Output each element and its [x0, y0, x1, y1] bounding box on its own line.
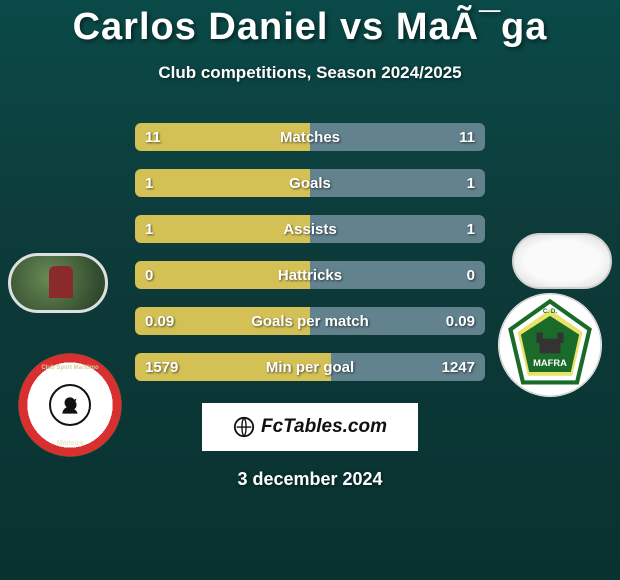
- stat-row: 1 Assists 1: [135, 215, 485, 243]
- stat-value-right: 11: [459, 129, 475, 146]
- stat-label: Goals: [289, 175, 331, 192]
- stat-label: Min per goal: [266, 359, 354, 376]
- footer-attribution: FcTables.com: [202, 403, 418, 451]
- player-left-avatar: [8, 253, 108, 313]
- stat-value-left: 1579: [145, 359, 178, 376]
- stat-label: Assists: [283, 221, 336, 238]
- date-text: 3 december 2024: [0, 469, 620, 490]
- stat-label: Hattricks: [278, 267, 342, 284]
- stat-value-right: 1247: [442, 359, 475, 376]
- stat-fill-right: [310, 169, 485, 197]
- footer-brand-text: FcTables.com: [261, 416, 387, 438]
- stat-row: 11 Matches 11: [135, 123, 485, 151]
- stat-row: 0 Hattricks 0: [135, 261, 485, 289]
- stat-row: 1 Goals 1: [135, 169, 485, 197]
- stat-rows: 11Matches111Goals11Assists10Hattricks00.…: [135, 123, 485, 381]
- page-subtitle: Club competitions, Season 2024/2025: [0, 63, 620, 83]
- stat-value-right: 0.09: [446, 313, 475, 330]
- club-left-badge: Club Sport Marítimo Madeira: [18, 353, 122, 457]
- stat-row: 0.09 Goals per match 0.09: [135, 307, 485, 335]
- stat-row: 1579 Min per goal 1247: [135, 353, 485, 381]
- player-right-avatar: [512, 233, 612, 289]
- svg-text:MAFRA: MAFRA: [533, 358, 567, 368]
- stat-label: Goals per match: [251, 313, 369, 330]
- club-left-text-bot: Madeira: [57, 440, 83, 447]
- stat-value-left: 11: [145, 129, 161, 146]
- fctables-logo-icon: [233, 416, 255, 438]
- stat-value-left: 0.09: [145, 313, 174, 330]
- stat-label: Matches: [280, 129, 340, 146]
- stat-value-left: 1: [145, 175, 153, 192]
- club-left-text-top: Club Sport Marítimo: [41, 365, 98, 371]
- stat-value-right: 0: [467, 267, 475, 284]
- stat-value-left: 1: [145, 221, 153, 238]
- page-title: Carlos Daniel vs MaÃ¯ga: [0, 0, 620, 49]
- stats-area: Club Sport Marítimo Madeira MAFRA: [0, 123, 620, 381]
- club-right-badge: MAFRA C. D.: [498, 293, 602, 397]
- lion-icon: [49, 384, 91, 426]
- stat-value-left: 0: [145, 267, 153, 284]
- stat-fill-left: [135, 169, 310, 197]
- stat-value-right: 1: [467, 221, 475, 238]
- svg-text:C. D.: C. D.: [543, 308, 557, 315]
- stat-value-right: 1: [467, 175, 475, 192]
- comparison-card: Carlos Daniel vs MaÃ¯ga Club competition…: [0, 0, 620, 580]
